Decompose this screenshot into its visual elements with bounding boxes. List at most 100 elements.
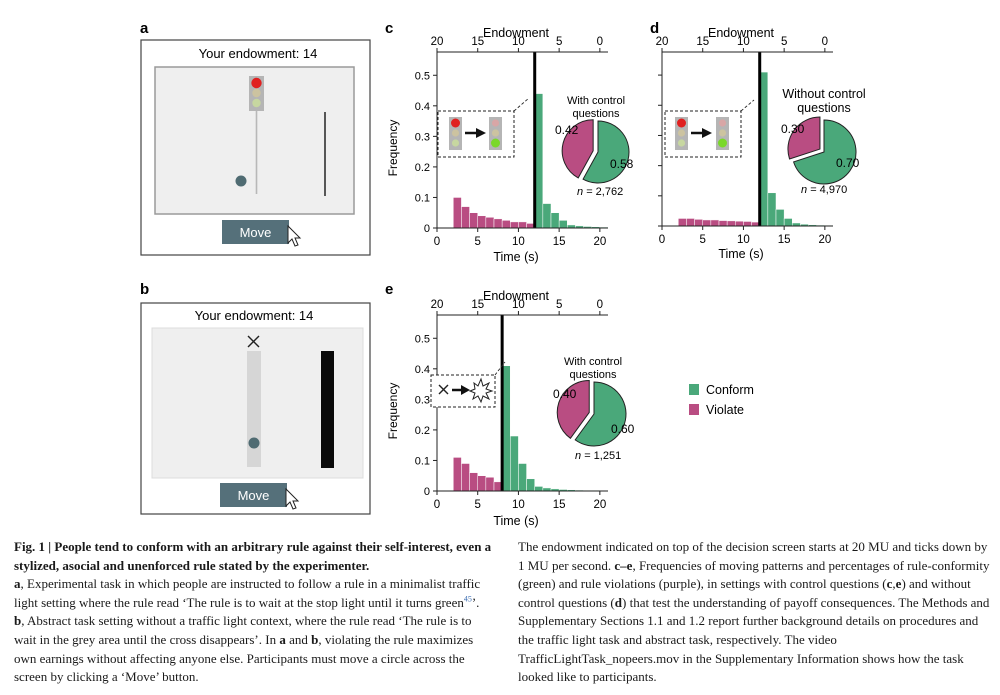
top-tick-label-e: 15 <box>471 299 484 311</box>
inset-cross-burst-e <box>430 361 506 408</box>
bar-conform-d <box>775 209 785 227</box>
x-tick-label-c: 20 <box>593 236 606 248</box>
x-tick-label-c: 0 <box>434 236 440 248</box>
legend-label-violate: Violate <box>706 403 744 417</box>
legend-swatch-violate <box>689 404 699 415</box>
pie-title-c-line1: With control <box>567 95 625 107</box>
caption-right-2: , Frequencies of moving patterns and per… <box>518 557 990 592</box>
pie-n-label-d: n = 4,970 <box>801 184 847 196</box>
caption-in-a: a <box>279 631 286 647</box>
caption-and: and <box>285 631 312 647</box>
grey-wait-area-b <box>247 351 261 467</box>
bar-violate-d <box>694 219 703 227</box>
y-tick-label-e: 0 <box>424 486 430 498</box>
y-tick-label-c: 0.2 <box>415 162 430 174</box>
pie-slice-conform-c <box>582 120 630 184</box>
pie-slice-violate-d <box>787 116 821 160</box>
endowment-label-b: Your endowment: 14 <box>195 308 314 323</box>
pie-conform-label-c: 0.58 <box>610 157 634 171</box>
caption-ce-label: c–e <box>614 557 633 573</box>
endowment-axis-title-d: Endowment <box>708 26 775 40</box>
inset-traffic-lights-c <box>437 97 530 158</box>
y-tick-label-e: 0.1 <box>415 455 430 467</box>
bar-violate-d <box>710 219 720 227</box>
caption-c-label: c <box>886 576 893 592</box>
panel-letter-a: a <box>140 20 149 37</box>
pie-chart-e <box>556 379 627 447</box>
panel-letter-b: b <box>140 281 149 298</box>
pie-conform-label-d: 0.70 <box>836 156 860 170</box>
histogram-d: 0 5 10 15 20 20 15 10 5 0 <box>656 36 834 246</box>
pie-violate-label-d: 0.30 <box>781 122 805 136</box>
bar-conform-d <box>783 218 793 227</box>
player-circle-a <box>235 175 247 187</box>
endowment-label-a: Your endowment: 14 <box>199 46 318 61</box>
bar-violate-e <box>485 477 495 492</box>
top-tick-label-c: 5 <box>556 36 562 48</box>
pie-slice-violate-e <box>556 379 590 440</box>
cursor-icon-a <box>287 224 302 247</box>
player-circle-b <box>248 437 260 449</box>
top-tick-label-e: 0 <box>597 299 603 311</box>
caption-comma: , <box>892 576 896 592</box>
y-tick-label-c: 0 <box>424 223 430 235</box>
top-tick-label-c: 10 <box>512 36 525 48</box>
top-tick-label-c: 0 <box>597 36 603 48</box>
move-button-a[interactable]: Move <box>222 220 289 244</box>
pie-violate-label-c: 0.42 <box>555 123 579 137</box>
x-tick-label-e: 0 <box>434 499 440 511</box>
legend: Conform Violate <box>689 383 754 417</box>
bar-conform-e <box>526 478 535 492</box>
caption-right-1: The endowment indicated on top of the de… <box>518 539 988 573</box>
y-tick-label-c: 0.3 <box>415 131 430 143</box>
y-tick-label-e: 0.2 <box>415 425 430 437</box>
x-axis-title-c: Time (s) <box>493 250 538 264</box>
bar-conform-c <box>542 203 552 229</box>
x-tick-label-d: 15 <box>778 234 791 246</box>
bar-violate-c <box>477 215 487 229</box>
endowment-axis-title-c: Endowment <box>483 26 550 40</box>
bar-violate-d <box>726 220 736 227</box>
caption-right: The endowment indicated on top of the de… <box>518 538 996 687</box>
task-screen-a: Your endowment: 14 <box>140 39 371 256</box>
bar-conform-d <box>767 192 777 227</box>
bar-violate-d <box>743 221 752 227</box>
caption-left: Fig. 1 | People tend to conform with an … <box>14 538 492 687</box>
bar-violate-c <box>501 220 511 229</box>
y-tick-label-e: 0.3 <box>415 394 430 406</box>
endowment-axis-title-e: Endowment <box>483 289 550 303</box>
x-tick-label-e: 15 <box>553 499 566 511</box>
caption-in-b: b <box>311 631 319 647</box>
top-tick-label-d: 5 <box>781 36 787 48</box>
caption-ref[interactable]: 45 <box>463 594 472 604</box>
y-tick-label-e: 0.4 <box>415 364 430 376</box>
move-button-b[interactable]: Move <box>220 483 287 507</box>
pie-violate-label-e: 0.40 <box>553 387 577 401</box>
bar-violate-c <box>469 212 478 229</box>
top-tick-label-e: 20 <box>431 299 444 311</box>
caption-right-3: ) and without control questions ( <box>518 576 971 610</box>
figure-canvas: a Your endowment: 14 Move b Your endowme… <box>140 20 866 528</box>
x-axis-title-e: Time (s) <box>493 514 538 528</box>
caption-b-label: b <box>14 613 22 629</box>
cursor-icon-b <box>285 487 300 510</box>
bar-violate-e <box>477 475 487 492</box>
bar-violate-d <box>686 218 695 227</box>
pie-conform-label-e: 0.60 <box>611 422 635 436</box>
top-tick-label-e: 5 <box>556 299 562 311</box>
bar-violate-c <box>461 206 470 229</box>
panel-letter-d: d <box>650 20 659 37</box>
pie-n-label-e: n = 1,251 <box>575 450 621 462</box>
panel-letter-c: c <box>385 20 393 37</box>
caption-e-label: e <box>895 576 902 592</box>
move-button-label-b: Move <box>238 488 270 503</box>
caption-a-label: a <box>14 576 21 592</box>
bar-conform-e <box>510 435 519 492</box>
y-tick-label-c: 0.4 <box>415 101 430 113</box>
caption-fig-label: Fig. 1 | <box>14 539 55 554</box>
top-tick-label-d: 20 <box>656 36 669 48</box>
pie-title-c-line2: questions <box>572 108 620 120</box>
top-tick-label-d: 10 <box>737 36 750 48</box>
caption-title: People tend to conform with an arbitrary… <box>14 539 492 573</box>
